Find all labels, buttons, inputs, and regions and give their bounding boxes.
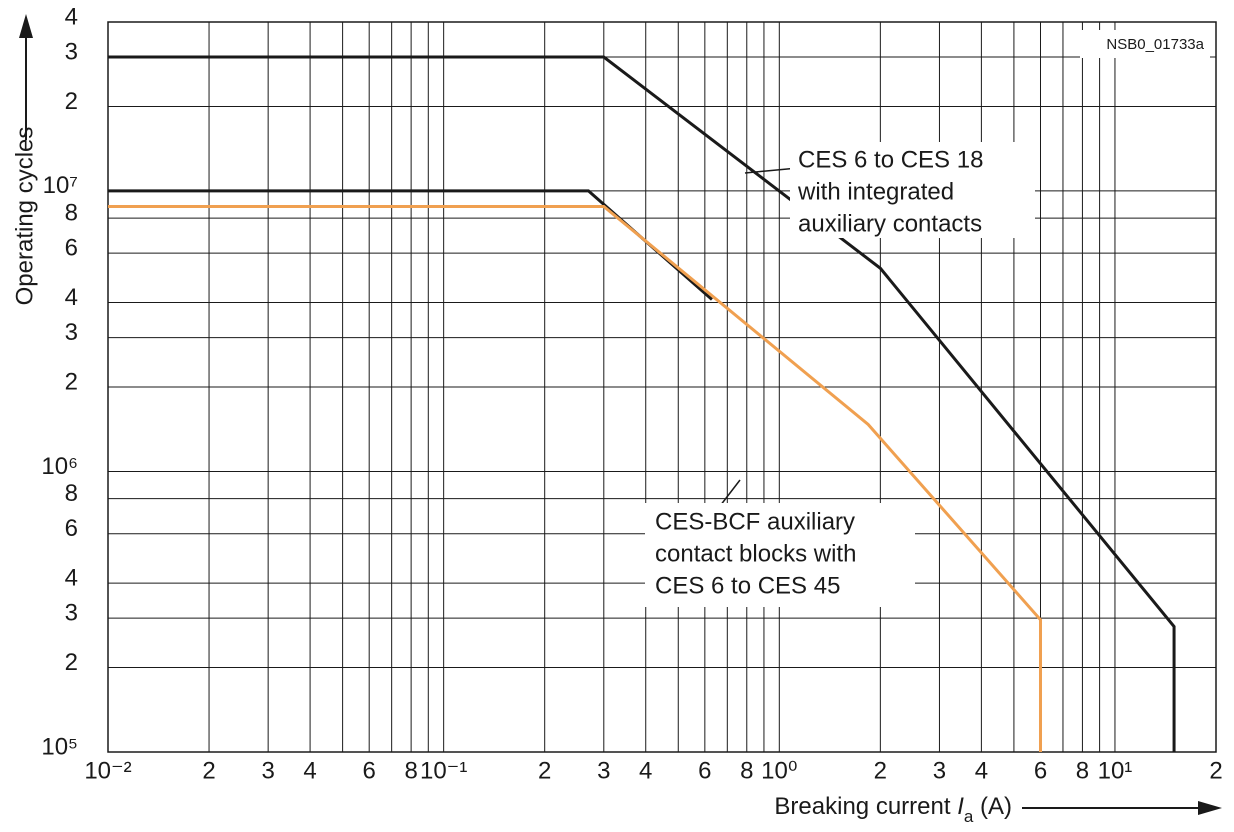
x-tick-label: 4 [975, 757, 988, 784]
x-tick-label: 2 [202, 757, 215, 784]
x-tick-label: 2 [1209, 757, 1222, 784]
y-tick-label: 2 [65, 368, 78, 395]
y-tick-label: 2 [65, 649, 78, 676]
annotation-box [645, 503, 915, 607]
x-tick-label: 6 [1034, 757, 1047, 784]
x-tick-label: 8 [1076, 757, 1089, 784]
y-tick-label: 10⁶ [41, 453, 78, 480]
y-tick-label: 6 [65, 515, 78, 542]
x-label-text: Breaking current [774, 793, 957, 820]
x-tick-label: 3 [261, 757, 274, 784]
y-tick-label: 10⁵ [41, 733, 78, 760]
x-tick-label: 10⁻² [84, 757, 131, 784]
x-tick-label: 4 [303, 757, 316, 784]
x-tick-label: 10¹ [1098, 757, 1133, 784]
grid [107, 21, 1217, 753]
annotation-box [790, 142, 1035, 238]
x-axis-label: Breaking current Ia (A) [774, 793, 1012, 826]
y-axis-arrowhead [19, 14, 33, 38]
y-tick-label: 3 [65, 599, 78, 626]
code-box [1080, 30, 1210, 58]
leader-line [719, 479, 741, 507]
x-tick-label: 8 [404, 757, 417, 784]
annotation-text: CES 6 to CES 18 [798, 146, 983, 173]
annotation-text: contact blocks with [655, 540, 856, 567]
annotation-text: auxiliary contacts [798, 210, 982, 237]
annotation-text: CES-BCF auxiliary [655, 508, 855, 535]
annotation-text: CES 6 to CES 45 [655, 572, 840, 599]
y-tick-label: 4 [65, 284, 78, 311]
y-tick-label: 2 [65, 88, 78, 115]
series-line [108, 204, 1042, 752]
y-tick-label: 3 [65, 319, 78, 346]
code-label: NSB0_01733a [1106, 36, 1204, 53]
x-tick-label: 6 [698, 757, 711, 784]
x-tick-label: 10⁰ [761, 757, 797, 784]
leader-line [744, 167, 799, 174]
x-tick-label: 8 [740, 757, 753, 784]
x-tick-label: 3 [597, 757, 610, 784]
y-tick-label: 8 [65, 199, 78, 226]
annotation-text: with integrated [797, 178, 954, 205]
y-axis-label: Operating cycles [11, 127, 38, 306]
x-label-unit: (A) [973, 793, 1012, 820]
y-tick-label: 4 [65, 564, 78, 591]
x-axis-arrowhead [1198, 801, 1222, 815]
y-tick-label: 4 [65, 3, 78, 30]
x-tick-label: 2 [538, 757, 551, 784]
x-label-subscript: a [964, 807, 974, 826]
x-tick-label: 10⁻¹ [420, 757, 467, 784]
series-line [108, 55, 1176, 752]
x-tick-label: 4 [639, 757, 652, 784]
x-tick-label: 2 [874, 757, 887, 784]
x-tick-label: 6 [363, 757, 376, 784]
y-tick-label: 3 [65, 38, 78, 65]
x-label-symbol: I [957, 793, 964, 820]
y-tick-label: 8 [65, 480, 78, 507]
y-tick-label: 10⁷ [43, 172, 78, 199]
x-tick-label: 3 [933, 757, 946, 784]
y-tick-label: 6 [65, 234, 78, 261]
